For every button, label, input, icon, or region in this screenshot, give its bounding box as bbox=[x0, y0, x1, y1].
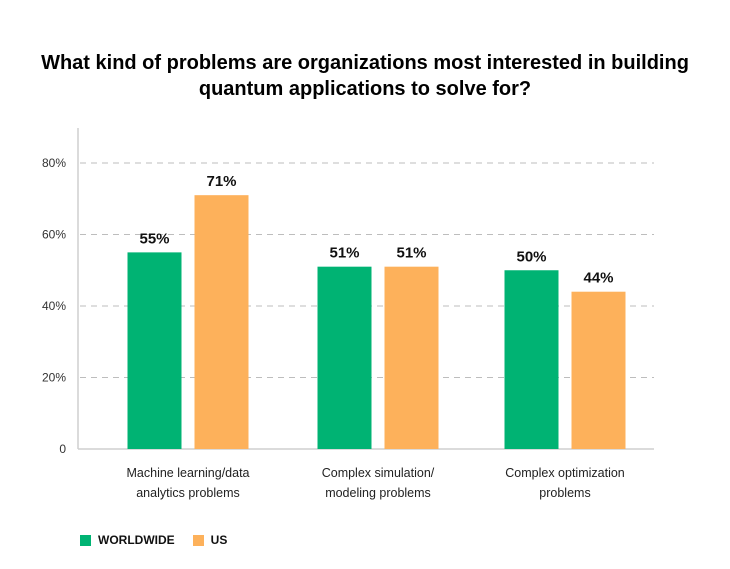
bar-worldwide bbox=[127, 252, 182, 449]
data-label: 50% bbox=[516, 248, 546, 265]
data-label: 51% bbox=[329, 245, 359, 262]
bar-us bbox=[194, 195, 249, 449]
y-tick-label: 80% bbox=[42, 156, 66, 170]
data-label: 51% bbox=[396, 245, 426, 262]
x-tick-label: Complex simulation/ bbox=[322, 466, 435, 480]
x-tick-label: Machine learning/data bbox=[127, 466, 250, 480]
x-tick-label: modeling problems bbox=[325, 486, 431, 500]
x-tick-label: Complex optimization bbox=[505, 466, 625, 480]
legend: WORLDWIDE US bbox=[80, 533, 245, 547]
y-tick-label: 40% bbox=[42, 299, 66, 313]
bar-us bbox=[571, 291, 626, 449]
legend-swatch-us bbox=[192, 534, 204, 546]
y-tick-label: 0 bbox=[59, 442, 66, 456]
data-label: 55% bbox=[139, 230, 169, 247]
bar-worldwide bbox=[504, 270, 559, 449]
bar-us bbox=[384, 266, 439, 449]
x-tick-label: analytics problems bbox=[136, 486, 240, 500]
chart-title: What kind of problems are organizations … bbox=[41, 52, 689, 100]
data-label: 44% bbox=[583, 270, 613, 287]
data-label: 71% bbox=[206, 173, 236, 190]
y-tick-label: 20% bbox=[42, 371, 66, 385]
legend-item-worldwide: WORLDWIDE bbox=[80, 533, 175, 547]
legend-swatch-worldwide bbox=[80, 534, 91, 546]
bar-worldwide bbox=[317, 266, 372, 449]
legend-label-us: US bbox=[210, 533, 228, 547]
legend-label-worldwide: WORLDWIDE bbox=[98, 533, 175, 547]
x-tick-label: problems bbox=[539, 486, 590, 500]
y-tick-label: 60% bbox=[42, 228, 66, 242]
legend-item-us: US bbox=[192, 533, 228, 547]
